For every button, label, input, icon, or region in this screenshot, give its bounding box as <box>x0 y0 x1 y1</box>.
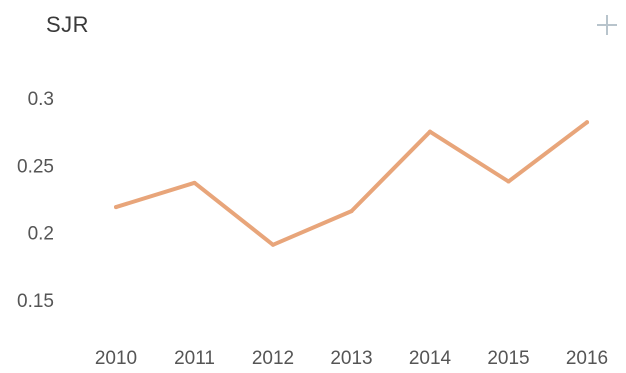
data-point[interactable] <box>192 180 197 185</box>
y-tick-label: 0.3 <box>28 89 54 110</box>
y-tick-label: 0.25 <box>17 156 54 177</box>
x-tick-label: 2010 <box>95 348 137 369</box>
x-tick-label: 2012 <box>252 348 294 369</box>
series-line <box>114 120 589 247</box>
x-tick-label: 2014 <box>409 348 452 369</box>
data-point[interactable] <box>428 129 432 134</box>
chart-title: SJR <box>46 12 90 37</box>
x-tick-label: 2016 <box>566 348 608 369</box>
data-point[interactable] <box>114 205 118 210</box>
data-point[interactable] <box>506 179 511 184</box>
y-tick-label: 0.2 <box>28 224 54 245</box>
x-tick-label: 2011 <box>174 348 215 369</box>
data-point[interactable] <box>349 209 354 214</box>
data-point[interactable] <box>585 120 589 125</box>
x-tick-label: 2013 <box>330 348 372 369</box>
y-tick-label: 0.15 <box>17 291 54 312</box>
plus-icon[interactable] <box>592 10 622 40</box>
x-tick-label: 2015 <box>487 348 529 369</box>
data-point[interactable] <box>271 242 275 247</box>
